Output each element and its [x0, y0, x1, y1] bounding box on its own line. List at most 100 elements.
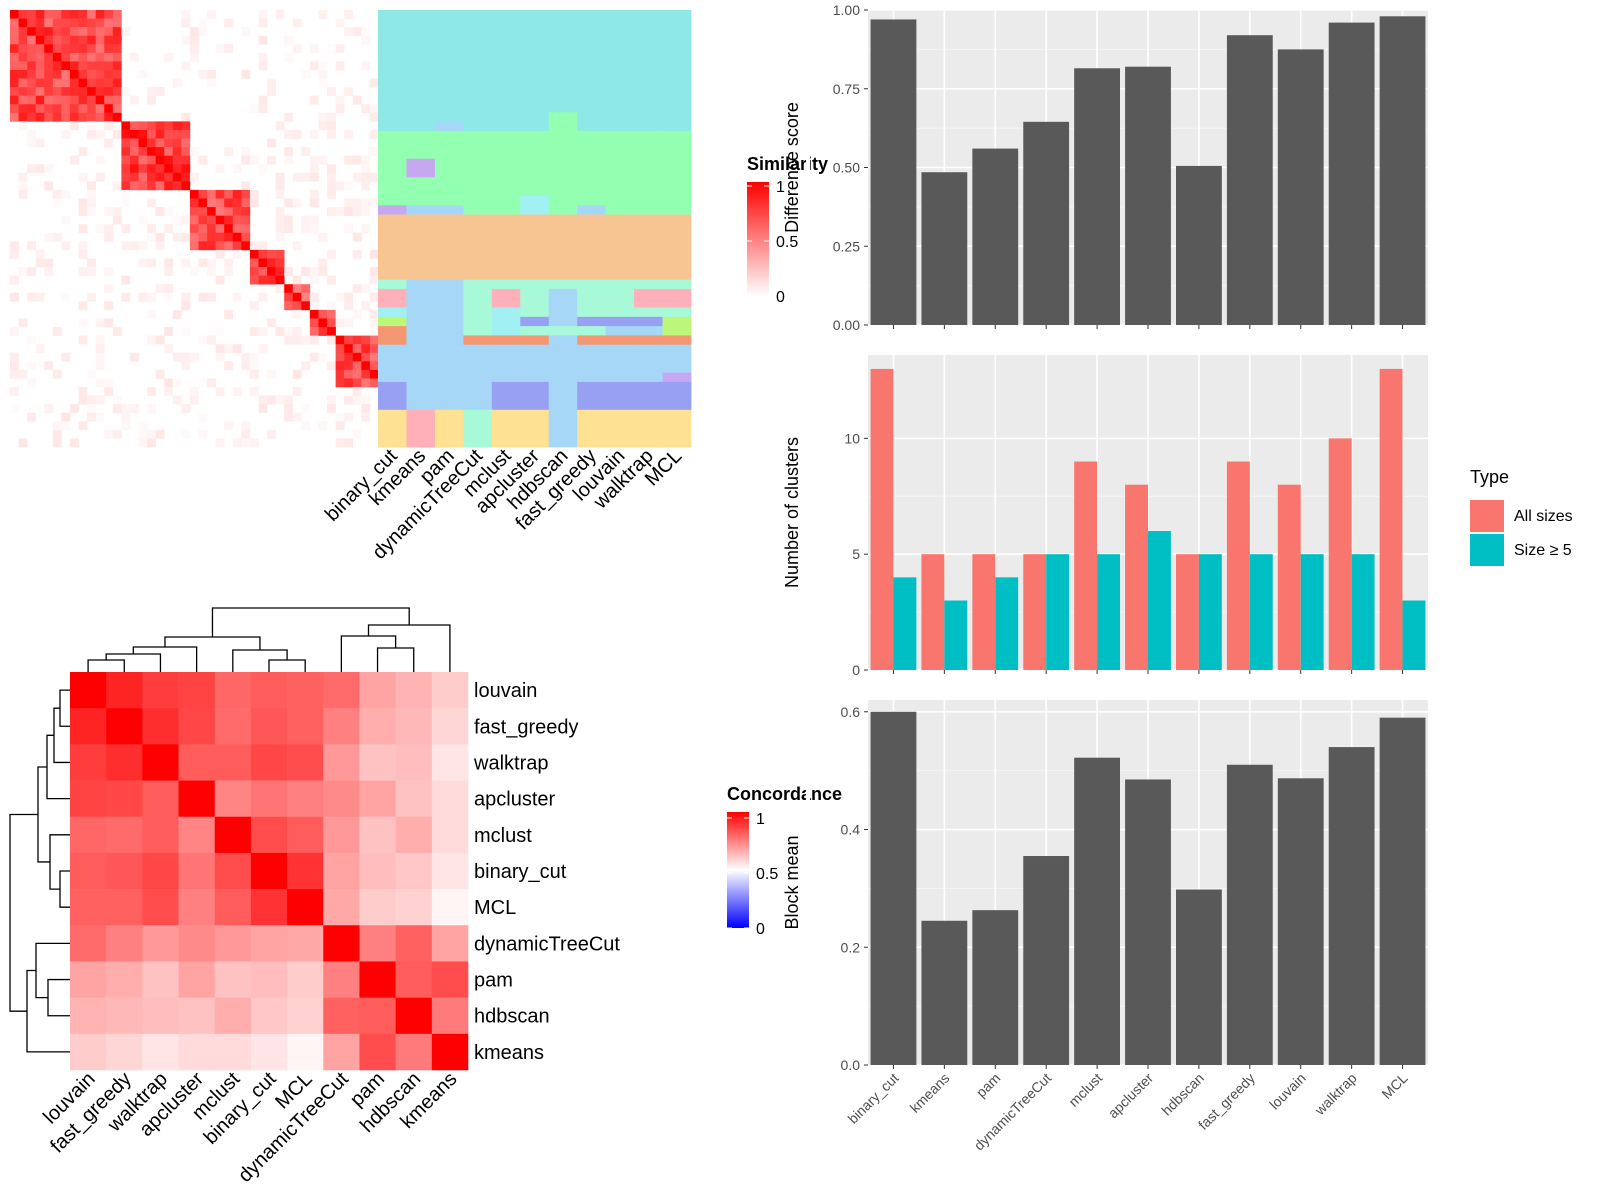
cluster-assignment-cell	[520, 130, 550, 141]
concordance-cell	[359, 708, 396, 745]
cluster-assignment-cell	[520, 214, 550, 225]
cluster-assignment-cell	[378, 242, 407, 253]
similarity-cell	[121, 224, 131, 234]
cluster-assignment-cell	[378, 335, 407, 346]
similarity-cell	[292, 44, 302, 54]
similarity-cell	[258, 104, 268, 114]
concordance-cell	[287, 961, 324, 998]
cluster-assignment-cell	[406, 326, 436, 336]
similarity-cell	[95, 344, 105, 354]
similarity-cell	[112, 104, 122, 114]
cluster-assignment-cell	[548, 214, 578, 225]
similarity-cell	[35, 61, 45, 71]
cluster-assignment-cell	[634, 344, 663, 355]
concordance-cell	[323, 889, 360, 926]
similarity-cell	[318, 267, 328, 276]
similarity-cell	[207, 232, 216, 242]
similarity-cell	[207, 292, 216, 302]
similarity-cell	[52, 369, 62, 379]
cluster-assignment-cell	[605, 186, 635, 197]
similarity-cell	[61, 35, 71, 45]
cluster-assignment-cell	[605, 409, 635, 420]
similarity-cell	[69, 10, 79, 19]
similarity-cell	[275, 207, 285, 216]
similarity-cell	[301, 361, 311, 371]
similarity-cell	[309, 215, 319, 225]
similarity-cell	[275, 267, 285, 276]
similarity-cell	[155, 429, 165, 439]
cluster-assignment-cell	[406, 47, 436, 57]
similarity-cell	[309, 318, 319, 328]
cluster-assignment-cell	[463, 149, 493, 160]
similarity-cell	[318, 61, 328, 71]
similarity-cell	[189, 52, 199, 62]
cluster-assignment-cell	[491, 419, 521, 429]
cluster-assignment-cell	[520, 409, 550, 420]
similarity-cell	[44, 18, 54, 28]
similarity-cell	[352, 95, 362, 105]
similarity-cell	[189, 207, 199, 216]
similarity-cell	[155, 172, 165, 182]
cluster-assignment-cell	[520, 205, 550, 215]
cluster-assignment-cell	[491, 298, 521, 308]
similarity-cell	[164, 147, 174, 156]
similarity-cell	[27, 112, 37, 122]
cluster-assignment-cell	[577, 214, 607, 225]
similarity-cell	[258, 18, 268, 28]
cluster-assignment-cell	[378, 56, 407, 67]
similarity-cell	[318, 112, 328, 122]
similarity-cell	[18, 87, 28, 96]
cluster-assignment-cell	[605, 400, 635, 411]
concordance-cell	[142, 997, 179, 1035]
cluster-assignment-cell	[378, 186, 407, 197]
similarity-cell	[189, 387, 199, 396]
cluster-assignment-cell	[605, 214, 635, 225]
similarity-cell	[249, 369, 259, 379]
cluster-assignment-cell	[634, 363, 663, 374]
bar	[1226, 764, 1273, 1065]
similarity-cell	[172, 181, 182, 191]
similarity-cell	[198, 207, 208, 216]
similarity-cell	[61, 104, 71, 114]
similarity-cell	[301, 69, 311, 79]
similarity-cell	[189, 172, 199, 182]
concordance-cell	[287, 672, 324, 709]
similarity-cell	[275, 275, 285, 285]
cluster-assignment-cell	[520, 37, 550, 48]
cluster-assignment-cell	[463, 121, 493, 132]
similarity-cell	[147, 198, 156, 208]
cluster-assignment-cell	[491, 372, 521, 383]
similarity-cell	[344, 344, 354, 354]
cluster-assignment-cell	[520, 428, 550, 439]
cluster-assignment-cell	[634, 223, 663, 234]
similarity-cell	[189, 27, 199, 37]
cluster-assignment-cell	[548, 316, 578, 327]
dendrogram-branch	[37, 766, 50, 863]
dendrogram-branch	[211, 607, 410, 637]
cluster-assignment-cell	[378, 400, 407, 411]
cluster-assignment-cell	[548, 65, 578, 76]
similarity-cell	[78, 44, 88, 54]
similarity-cell	[104, 121, 114, 131]
legend-swatch	[1470, 500, 1504, 532]
cluster-assignment-cell	[605, 261, 635, 271]
similarity-cell	[189, 215, 199, 225]
similarity-cell	[155, 232, 165, 242]
concordance-cell	[287, 852, 324, 890]
cluster-assignment-cell	[548, 56, 578, 67]
similarity-cell	[335, 207, 345, 216]
similarity-cell	[292, 327, 302, 336]
concordance-cell	[359, 1033, 396, 1071]
similarity-cell	[87, 412, 96, 422]
similarity-cell	[309, 292, 319, 302]
cluster-assignment-cell	[548, 186, 578, 197]
y-tick-label: 0.2	[841, 939, 861, 955]
similarity-cell	[224, 18, 234, 28]
similarity-cell	[301, 404, 311, 414]
similarity-cell	[52, 18, 62, 28]
similarity-cell	[207, 267, 216, 276]
similarity-cell	[61, 421, 71, 431]
similarity-cell	[121, 198, 131, 208]
similarity-cell	[121, 292, 131, 302]
similarity-cell	[52, 52, 62, 62]
